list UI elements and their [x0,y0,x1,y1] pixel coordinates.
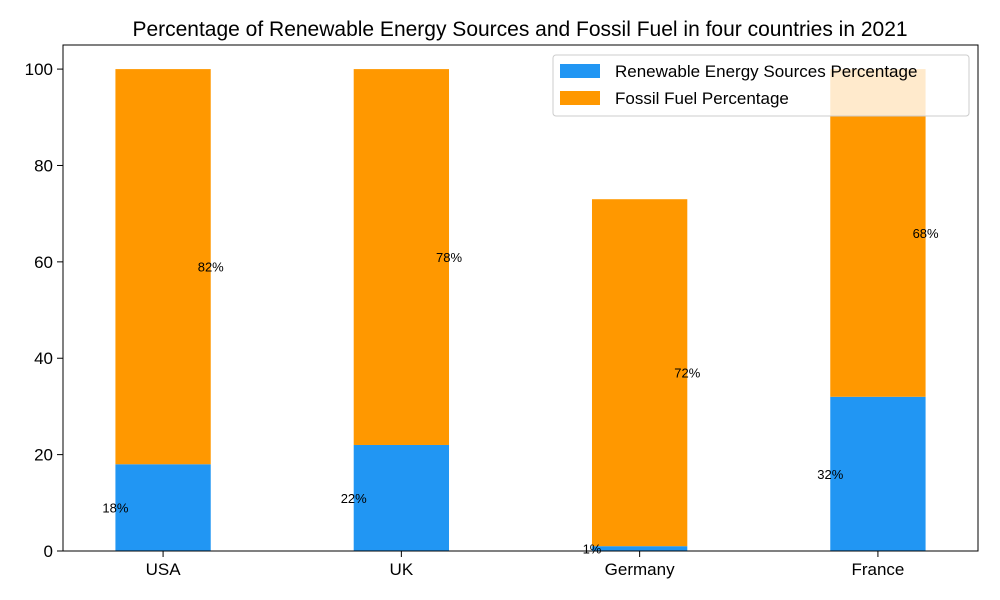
legend-box [552,54,970,117]
data-labels-group: 18% 82% 22% 78% 1% 72% 32% 68% [102,226,939,557]
bar-renewable-france [830,396,926,551]
data-label-fossil-france: 68% [913,226,939,241]
x-tick-label-germany: Germany [605,560,675,579]
data-label-fossil-uk: 78% [436,250,462,265]
legend: Renewable Energy Sources Percentage Fossi… [552,54,970,117]
bar-fossil-germany [591,199,688,547]
chart-title: Percentage of Renewable Energy Sources a… [132,18,907,41]
y-tick-label: 80 [34,156,53,175]
bar-renewable-germany [591,546,688,551]
bar-renewable-uk [353,444,450,551]
x-tick-label-france: France [851,560,904,579]
legend-swatch-fossil [560,91,600,105]
axes-group: 0 20 40 60 80 100 USA UK Germany France [25,44,979,579]
bar-fossil-uk [353,69,450,445]
data-label-fossil-usa: 82% [198,260,224,275]
data-label-renewable-usa: 18% [102,501,128,516]
data-label-renewable-germany: 1% [583,542,602,557]
data-label-renewable-uk: 22% [341,491,367,506]
plot-frame [62,44,979,552]
data-label-renewable-france: 32% [817,467,843,482]
legend-label-fossil: Fossil Fuel Percentage [615,89,789,108]
y-tick-label: 40 [34,349,53,368]
x-tick-label-uk: UK [390,560,414,579]
bar-renewable-usa [115,464,211,551]
y-tick-label: 0 [44,542,53,561]
x-tick-label-usa: USA [146,560,182,579]
bar-fossil-france [830,69,926,397]
legend-swatch-renewable [560,64,600,78]
y-tick-label: 20 [34,446,53,465]
y-tick-label: 100 [25,60,53,79]
bars-group [115,69,926,551]
legend-label-renewable: Renewable Energy Sources Percentage [615,62,917,81]
data-label-fossil-germany: 72% [674,366,700,381]
bar-fossil-usa [115,69,211,465]
y-tick-label: 60 [34,253,53,272]
